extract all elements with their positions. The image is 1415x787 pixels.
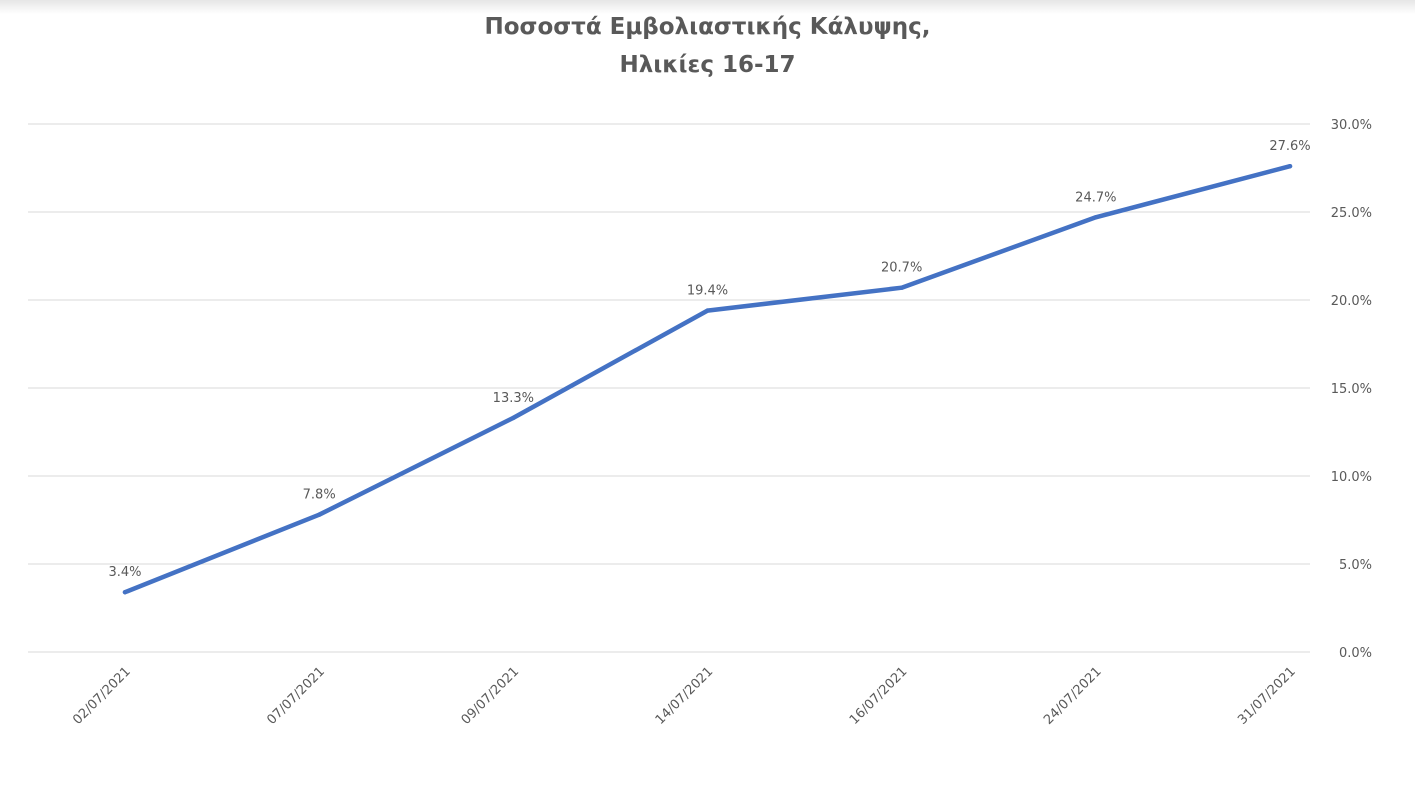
x-tick-label: 09/07/2021: [459, 664, 523, 728]
y-tick-label: 0.0%: [1339, 646, 1372, 661]
data-label: 20.7%: [881, 261, 922, 276]
data-label: 7.8%: [303, 488, 336, 503]
top-shadow: [0, 0, 1415, 14]
series-line-layer: [122, 163, 1293, 595]
data-point: [122, 589, 128, 595]
x-tick-label: 14/07/2021: [653, 664, 717, 728]
data-label: 24.7%: [1075, 190, 1116, 205]
chart-title-line-2: Ηλικίες 16-17: [619, 52, 796, 78]
data-point: [511, 415, 516, 421]
series-line: [122, 163, 1293, 595]
data-label: 19.4%: [687, 284, 728, 299]
gridlines: [28, 123, 1310, 653]
data-label: 27.6%: [1269, 139, 1310, 154]
y-tick-label: 30.0%: [1331, 118, 1372, 133]
x-tick-label: 24/07/2021: [1041, 664, 1105, 728]
y-axis-tick-labels: 0.0% 5.0% 10.0% 15.0% 20.0% 25.0% 30.0%: [1331, 118, 1372, 661]
y-tick-label: 5.0%: [1339, 558, 1372, 573]
chart-title-line-1: Ποσοστά Εμβολιαστικής Κάλυψης,: [484, 14, 931, 40]
data-point: [705, 308, 710, 313]
data-point: [316, 512, 322, 517]
x-tick-label: 16/07/2021: [847, 664, 911, 728]
data-label: 13.3%: [493, 391, 534, 406]
y-tick-label: 10.0%: [1331, 470, 1372, 485]
x-axis-tick-labels: 02/07/2021 07/07/2021 09/07/2021 14/07/2021…: [70, 664, 1299, 728]
y-tick-label: 20.0%: [1331, 294, 1372, 309]
x-tick-label: 02/07/2021: [70, 664, 134, 728]
data-point: [1287, 164, 1293, 169]
data-label: 3.4%: [108, 565, 141, 580]
x-tick-label: 31/07/2021: [1235, 664, 1299, 728]
data-labels: 3.4% 7.8% 13.3% 19.4% 20.7% 24.7% 27.6%: [108, 139, 1310, 580]
data-point: [1093, 215, 1099, 220]
chart-title: Ποσοστά Εμβολιαστικής Κάλυψης, Ηλικίες 1…: [0, 8, 1415, 84]
y-tick-label: 25.0%: [1331, 206, 1372, 221]
x-tick-label: 07/07/2021: [264, 664, 328, 728]
data-point: [899, 285, 904, 290]
y-tick-label: 15.0%: [1331, 382, 1372, 397]
